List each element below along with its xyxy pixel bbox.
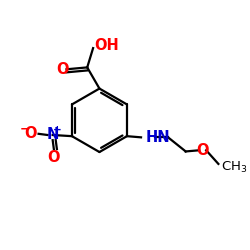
Text: OH: OH (94, 38, 119, 53)
Text: O: O (196, 143, 209, 158)
Text: −: − (20, 122, 31, 135)
Text: +: + (53, 125, 62, 135)
Text: N: N (46, 128, 59, 142)
Text: O: O (48, 150, 60, 164)
Text: HN: HN (146, 130, 170, 145)
Text: O: O (24, 126, 37, 141)
Text: O: O (56, 62, 68, 77)
Text: CH$_3$: CH$_3$ (221, 160, 247, 175)
